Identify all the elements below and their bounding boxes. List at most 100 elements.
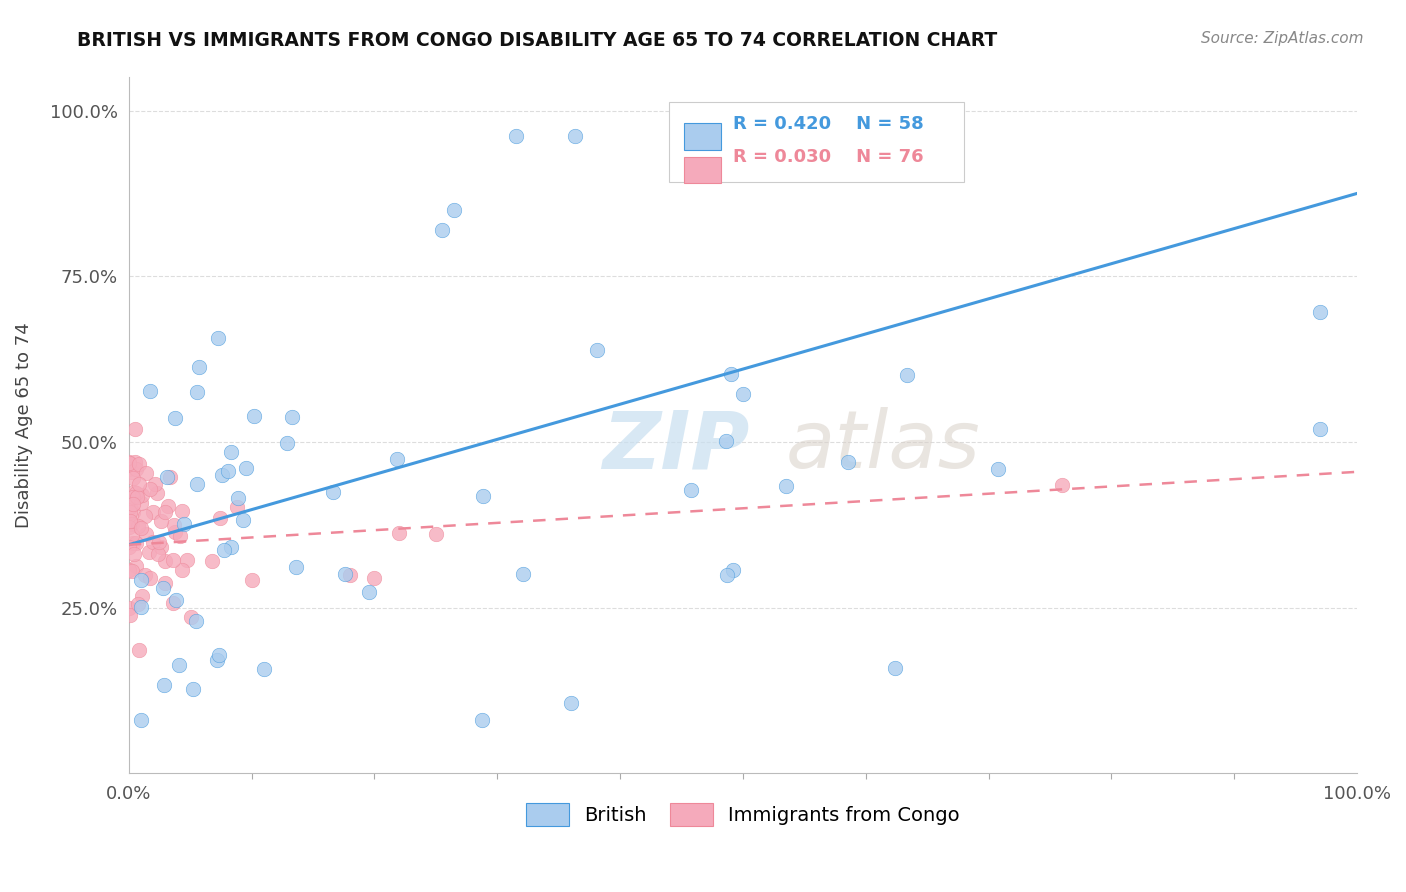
Point bbox=[209, 511, 232, 525]
Point bbox=[184, 614, 207, 628]
Point bbox=[188, 360, 211, 375]
Point bbox=[586, 343, 609, 357]
Point bbox=[714, 434, 737, 449]
Point bbox=[333, 566, 356, 581]
Point bbox=[138, 544, 160, 558]
Point bbox=[121, 516, 143, 531]
Point bbox=[124, 422, 146, 436]
Point bbox=[169, 529, 191, 543]
Point bbox=[150, 515, 173, 529]
Point bbox=[357, 585, 380, 599]
Point bbox=[118, 456, 141, 470]
Point bbox=[276, 436, 298, 450]
Point bbox=[150, 540, 173, 554]
Point bbox=[681, 483, 703, 498]
Point bbox=[138, 482, 160, 496]
Point bbox=[208, 648, 231, 662]
Point bbox=[385, 452, 408, 467]
Point bbox=[120, 607, 142, 622]
Point bbox=[142, 505, 165, 519]
Point bbox=[156, 470, 179, 484]
Point bbox=[235, 461, 257, 475]
FancyBboxPatch shape bbox=[683, 157, 721, 183]
Point bbox=[253, 663, 276, 677]
Point bbox=[127, 490, 149, 504]
Point bbox=[143, 477, 166, 491]
Point bbox=[153, 505, 176, 519]
Point bbox=[135, 526, 157, 541]
Point bbox=[165, 524, 187, 539]
Point bbox=[176, 553, 198, 567]
Point bbox=[125, 486, 148, 500]
Point bbox=[121, 536, 143, 550]
Point bbox=[121, 564, 143, 578]
Point bbox=[139, 571, 162, 585]
Point bbox=[170, 504, 193, 518]
Point bbox=[118, 601, 141, 615]
Point bbox=[186, 476, 208, 491]
Text: Source: ZipAtlas.com: Source: ZipAtlas.com bbox=[1201, 31, 1364, 46]
Point bbox=[280, 409, 302, 424]
Point bbox=[211, 467, 233, 482]
Point bbox=[443, 202, 465, 217]
Point bbox=[118, 563, 141, 577]
Legend: British, Immigrants from Congo: British, Immigrants from Congo bbox=[517, 796, 967, 833]
Point bbox=[122, 547, 145, 561]
Point bbox=[163, 518, 186, 533]
Point bbox=[1309, 305, 1331, 319]
Point bbox=[162, 553, 184, 567]
Point bbox=[120, 514, 142, 528]
Point bbox=[162, 596, 184, 610]
Point bbox=[181, 682, 204, 697]
Point bbox=[127, 519, 149, 533]
Point bbox=[775, 478, 797, 492]
Point bbox=[128, 642, 150, 657]
Point bbox=[240, 573, 263, 587]
Point bbox=[180, 610, 202, 624]
Point bbox=[134, 568, 156, 582]
Point bbox=[163, 411, 186, 425]
Point bbox=[226, 500, 249, 515]
Point bbox=[232, 513, 254, 527]
Point bbox=[129, 714, 152, 728]
Point bbox=[131, 589, 153, 603]
Text: BRITISH VS IMMIGRANTS FROM CONGO DISABILITY AGE 65 TO 74 CORRELATION CHART: BRITISH VS IMMIGRANTS FROM CONGO DISABIL… bbox=[77, 31, 998, 50]
Point bbox=[201, 554, 224, 568]
Point bbox=[720, 367, 742, 381]
Point bbox=[121, 497, 143, 511]
Point bbox=[837, 455, 859, 469]
Point bbox=[125, 559, 148, 574]
Point bbox=[219, 445, 242, 459]
Point bbox=[129, 599, 152, 614]
Point bbox=[425, 527, 447, 541]
Text: ZIP: ZIP bbox=[602, 408, 749, 485]
Text: atlas: atlas bbox=[786, 408, 980, 485]
Point bbox=[118, 505, 141, 519]
Point bbox=[219, 541, 242, 555]
Point bbox=[129, 573, 152, 587]
Point bbox=[157, 500, 180, 514]
Point bbox=[139, 384, 162, 398]
Point bbox=[148, 535, 170, 549]
Point bbox=[152, 582, 174, 596]
Point bbox=[155, 554, 177, 568]
Point bbox=[472, 489, 495, 503]
Text: R = 0.030    N = 76: R = 0.030 N = 76 bbox=[733, 148, 924, 167]
Point bbox=[207, 653, 229, 667]
Point bbox=[243, 409, 266, 423]
Point bbox=[135, 466, 157, 480]
Point bbox=[153, 678, 176, 692]
Point bbox=[186, 385, 208, 400]
Point bbox=[716, 568, 738, 582]
Point bbox=[207, 331, 229, 345]
Point bbox=[128, 457, 150, 471]
Y-axis label: Disability Age 65 to 74: Disability Age 65 to 74 bbox=[15, 323, 32, 528]
Point bbox=[363, 571, 385, 585]
Point bbox=[129, 495, 152, 509]
Point bbox=[214, 543, 236, 558]
FancyBboxPatch shape bbox=[669, 102, 965, 182]
Point bbox=[118, 500, 141, 514]
Point bbox=[1050, 478, 1073, 492]
Point bbox=[721, 563, 744, 577]
Point bbox=[896, 368, 918, 383]
